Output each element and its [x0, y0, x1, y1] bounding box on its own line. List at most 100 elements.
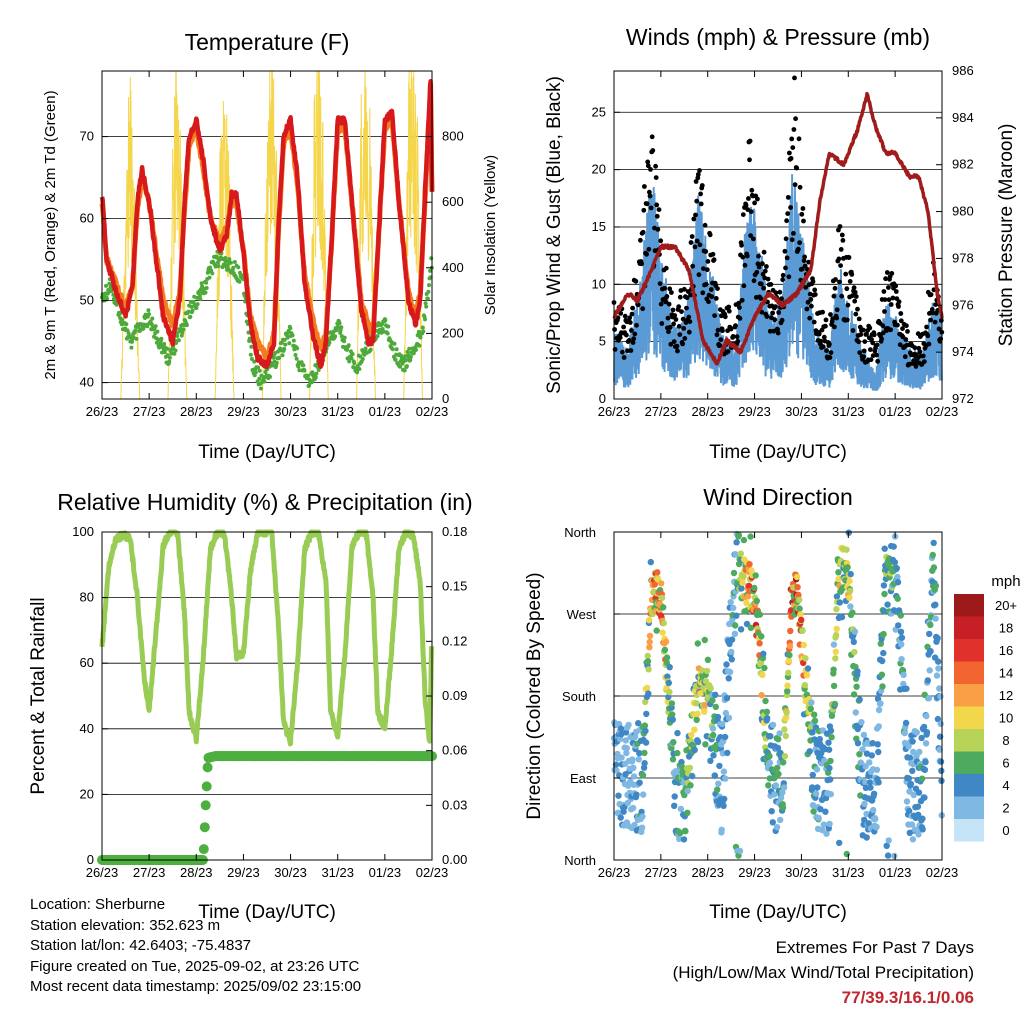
- direction-point: [703, 667, 711, 675]
- direction-point: [707, 685, 714, 692]
- temperature-ytick-label: 70: [80, 129, 94, 144]
- winds-ytick-label: 15: [592, 219, 606, 234]
- direction-point: [766, 752, 773, 760]
- winds-y2tick-label: 974: [952, 344, 974, 359]
- direction-point: [847, 570, 854, 578]
- direction-point: [897, 612, 904, 619]
- colorbar-label: 4: [1002, 778, 1009, 793]
- humidity-ytick-label: 20: [80, 786, 94, 801]
- direction-point: [901, 729, 908, 737]
- gust-point: [633, 278, 639, 284]
- direction-xlabel: Time (Day/UTC): [709, 902, 847, 923]
- rainfall-point: [198, 844, 209, 855]
- direction-point: [756, 640, 763, 647]
- direction-point: [922, 740, 930, 747]
- gust-point: [768, 282, 774, 287]
- direction-point: [881, 608, 888, 615]
- direction-point: [691, 746, 698, 754]
- humidity-ytick-label: 0: [87, 852, 94, 867]
- gust-point: [649, 134, 655, 140]
- direction-point: [774, 764, 781, 771]
- direction-point: [659, 629, 666, 636]
- gust-point: [758, 296, 764, 301]
- gust-point: [799, 211, 805, 217]
- direction-point: [732, 551, 739, 558]
- direction-point: [935, 658, 942, 665]
- direction-point: [668, 700, 676, 707]
- dewpoint-point: [274, 360, 279, 365]
- gust-point: [812, 292, 818, 297]
- colorbar-label: 14: [999, 666, 1013, 681]
- gust-point: [679, 309, 684, 314]
- direction-point: [725, 714, 733, 722]
- gust-point: [704, 267, 710, 273]
- direction-point: [739, 579, 746, 586]
- gust-point: [756, 264, 762, 270]
- direction-point: [909, 738, 916, 745]
- direction-point: [803, 671, 811, 679]
- direction-point: [779, 789, 786, 796]
- station-info: Location: Sherburne Station elevation: 3…: [30, 895, 361, 998]
- gust-point: [762, 268, 768, 274]
- gust-point: [856, 339, 861, 345]
- gust-point: [820, 309, 825, 315]
- gust-point: [675, 348, 680, 354]
- direction-point: [835, 569, 842, 576]
- humidity-ylabel: Percent & Total Rainfall: [28, 597, 49, 794]
- direction-point: [843, 546, 850, 553]
- dewpoint-point: [347, 359, 352, 364]
- dewpoint-point: [195, 295, 199, 300]
- direction-point: [714, 713, 722, 721]
- gust-point: [917, 349, 923, 355]
- direction-point: [669, 716, 676, 723]
- direction-point: [828, 712, 836, 719]
- direction-point: [714, 786, 721, 793]
- direction-point: [746, 561, 753, 568]
- gust-point: [903, 337, 909, 342]
- direction-point: [707, 757, 714, 764]
- gust-point: [838, 263, 843, 268]
- dewpoint-point: [386, 324, 391, 329]
- dewpoint-point: [296, 364, 301, 369]
- gust-point: [717, 343, 723, 348]
- gust-point: [720, 328, 725, 334]
- direction-point: [725, 675, 732, 682]
- direction-point: [936, 746, 943, 753]
- dewpoint-point: [277, 355, 282, 360]
- dewpoint-point: [173, 348, 178, 353]
- direction-point: [902, 719, 910, 727]
- dewpoint-point: [134, 336, 139, 341]
- gust-point: [737, 305, 742, 310]
- direction-point: [849, 609, 856, 616]
- dewpoint-point: [169, 351, 174, 356]
- elevation-text: Station elevation: 352.623 m: [30, 916, 221, 934]
- gust-point: [870, 340, 876, 346]
- direction-point: [654, 569, 661, 576]
- gust-point: [920, 353, 926, 359]
- gust-point: [755, 196, 760, 202]
- gust-point: [824, 348, 829, 354]
- gust-point: [764, 264, 769, 269]
- direction-point: [884, 852, 892, 859]
- gust-point: [802, 254, 807, 260]
- dewpoint-point: [402, 368, 407, 373]
- gust-point: [670, 307, 676, 313]
- gust-point: [666, 301, 672, 307]
- gust-point: [875, 358, 881, 364]
- gust-point: [672, 313, 678, 318]
- direction-point: [784, 688, 791, 695]
- humidity-y2tick-label: 0.09: [442, 688, 467, 703]
- humidity-y2tick-label: 0.12: [442, 633, 467, 648]
- gust-point: [639, 261, 644, 267]
- gust-point: [776, 310, 782, 315]
- direction-ylabel: Direction (Colored By Speed): [524, 572, 545, 819]
- gust-point: [834, 315, 840, 321]
- direction-point: [764, 715, 771, 722]
- colorbar-label: 20+: [995, 598, 1017, 613]
- direction-point: [844, 564, 851, 571]
- dewpoint-point: [293, 353, 298, 357]
- direction-point: [760, 650, 767, 657]
- direction-point: [937, 693, 944, 700]
- direction-point: [905, 775, 913, 782]
